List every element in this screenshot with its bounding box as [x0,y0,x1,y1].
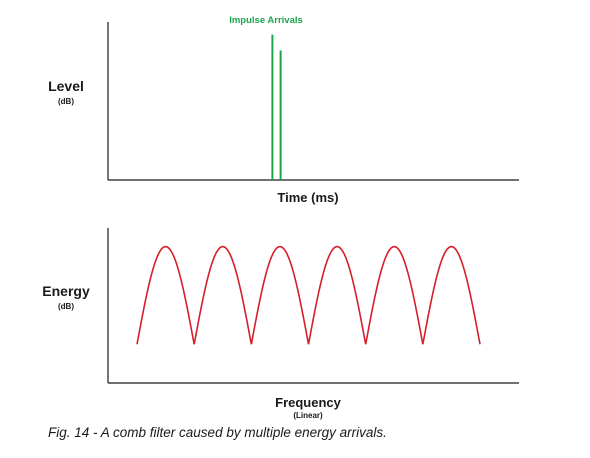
comb-chart: Energy (dB) Frequency (Linear) [42,228,519,420]
impulse-chart-y-unit: (dB) [58,97,74,106]
impulse-chart: Level (dB) Time (ms) Impulse Arrivals [48,15,519,205]
comb-chart-x-unit: (Linear) [293,411,323,420]
impulse-chart-x-label: Time (ms) [277,190,338,205]
figure-caption: Fig. 14 - A comb filter caused by multip… [48,425,387,440]
comb-chart-y-label: Energy [42,283,90,299]
comb-lobe-3 [250,245,310,345]
comb-lobe-4 [307,245,367,345]
impulse-marks [271,34,282,180]
comb-lobe-5 [364,245,424,345]
impulse-arrivals-annotation: Impulse Arrivals [229,15,303,26]
comb-chart-x-label: Frequency [275,395,342,410]
comb-chart-y-unit: (dB) [58,302,74,311]
comb-lobe-2 [193,245,253,345]
impulse-chart-y-label: Level [48,78,84,94]
comb-lobe-6 [422,245,481,345]
comb-marks [136,245,481,345]
comb-lobe-1 [136,245,195,345]
